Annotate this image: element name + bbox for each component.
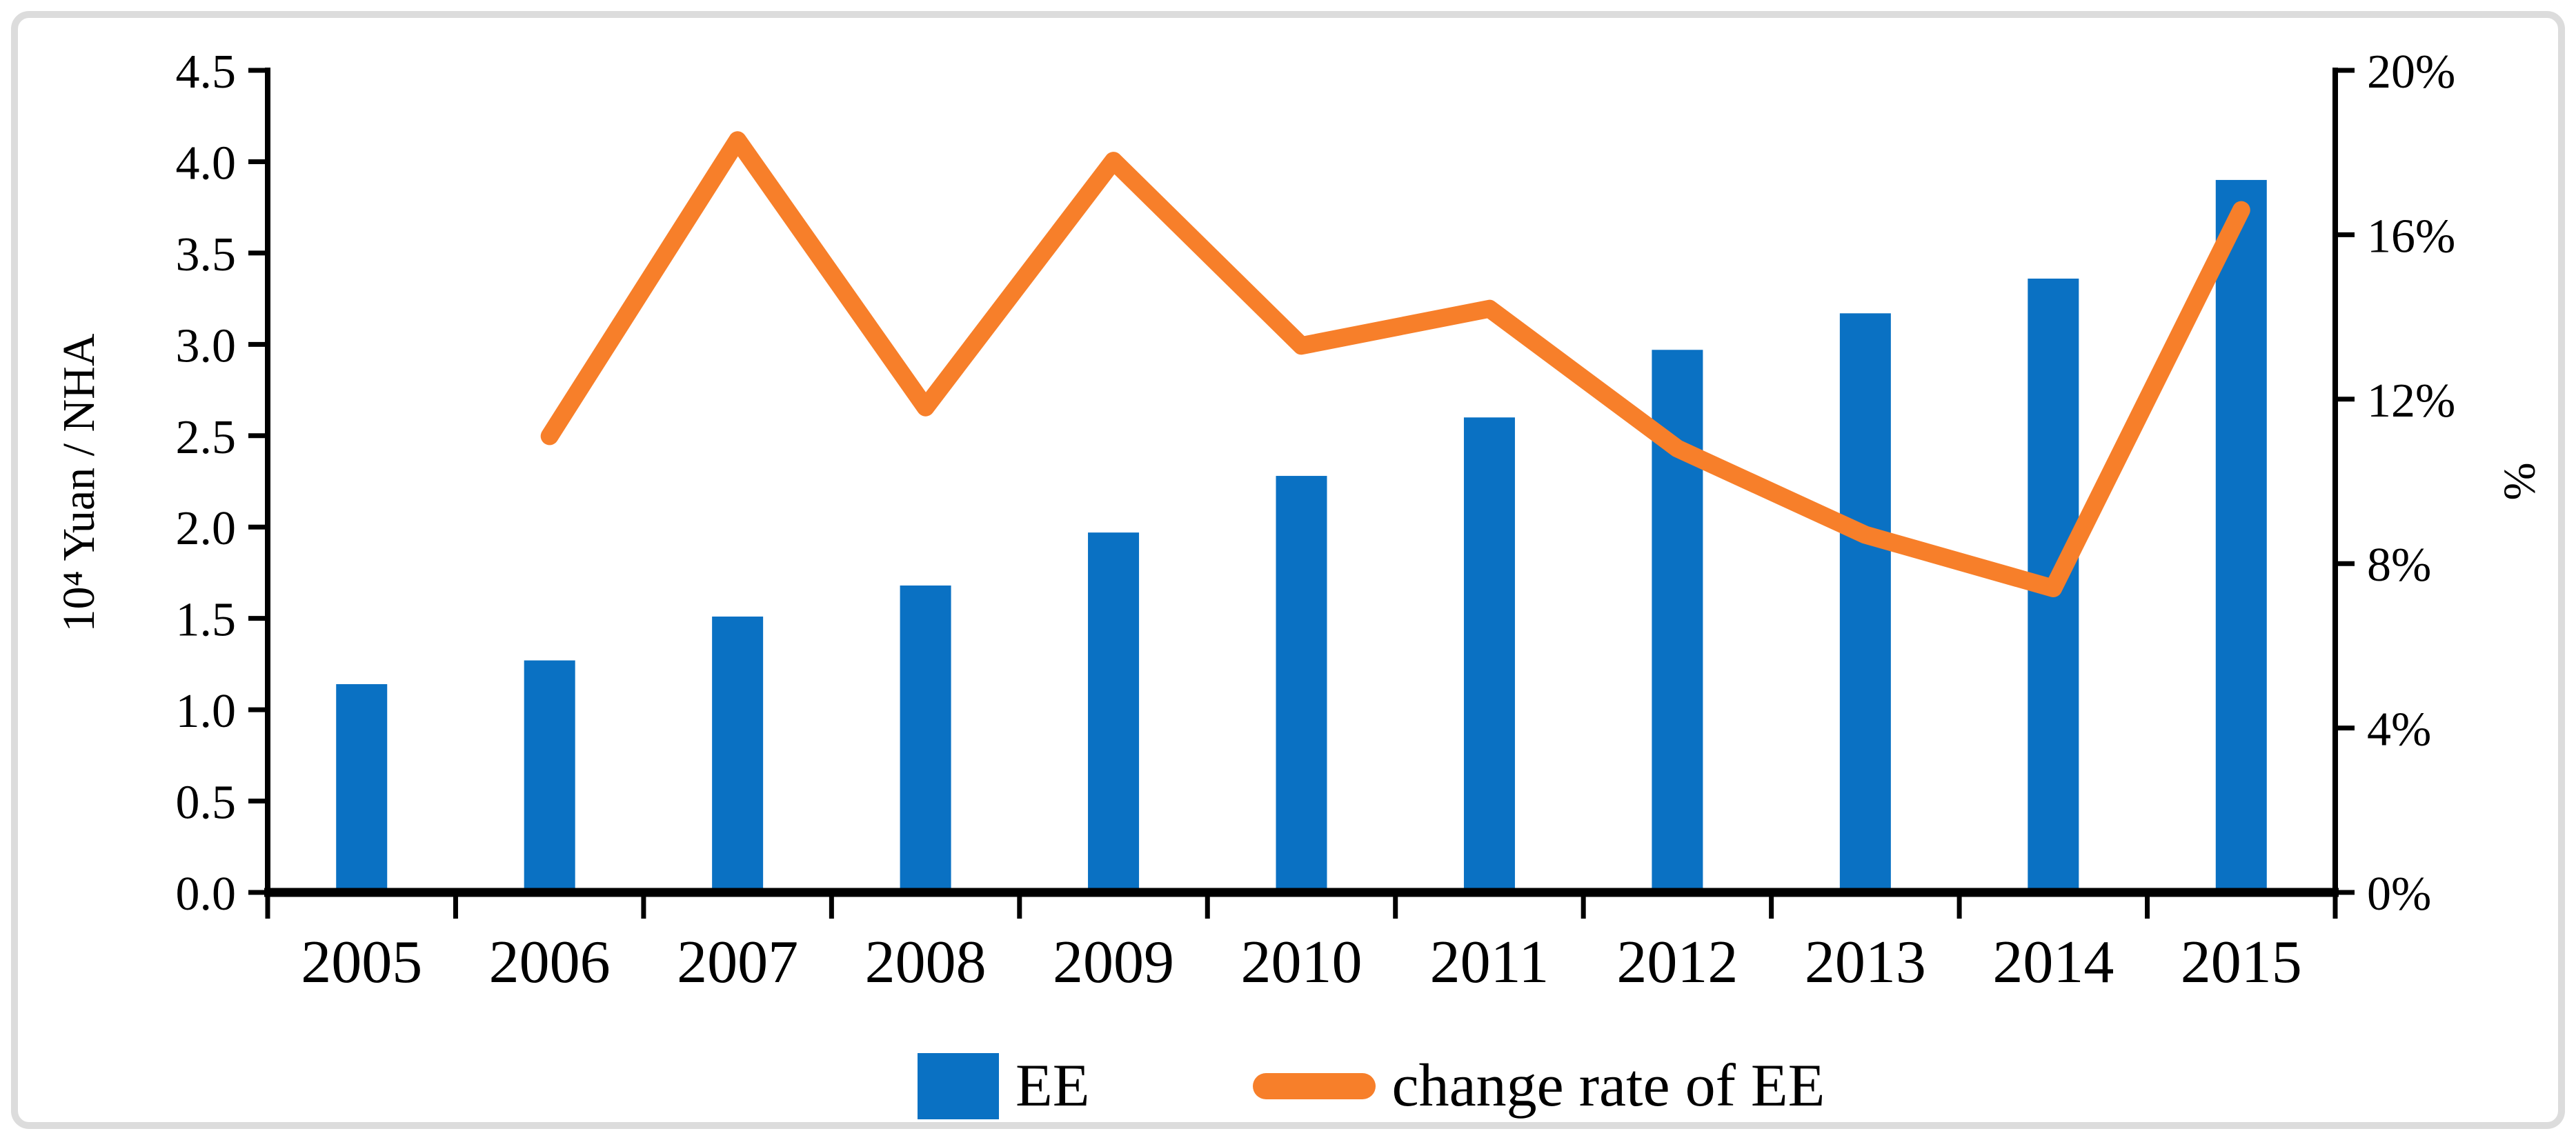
x-tick-label-2014: 2014 (1992, 929, 2114, 996)
legend: EE change rate of EE (918, 1045, 1825, 1128)
x-tick-label-2007: 2007 (677, 929, 798, 996)
right-tick-label-8%: 8% (2367, 539, 2431, 592)
right-tick-label-12%: 12% (2367, 374, 2455, 428)
left-tick-label-4.5: 4.5 (176, 46, 237, 99)
legend-line-swatch (1252, 1073, 1376, 1099)
left-tick-label-0.5: 0.5 (176, 777, 237, 830)
bar-2009 (1088, 532, 1140, 892)
left-tick-label-2.0: 2.0 (176, 502, 237, 555)
bar-2013 (1839, 313, 1891, 892)
bar-2005 (336, 684, 388, 892)
x-tick-label-2009: 2009 (1053, 929, 1174, 996)
left-tick-label-1.5: 1.5 (176, 594, 237, 647)
x-tick-label-2008: 2008 (865, 929, 987, 996)
right-tick-label-0%: 0% (2367, 868, 2431, 921)
legend-bar-label: EE (1015, 1052, 1090, 1119)
legend-line-label: change rate of EE (1391, 1052, 1825, 1119)
left-tick-label-3.0: 3.0 (176, 319, 237, 372)
x-tick-label-2012: 2012 (1616, 929, 1738, 996)
x-tick-label-2011: 2011 (1430, 929, 1549, 996)
left-tick-label-4.0: 4.0 (176, 137, 237, 190)
left-axis-title: 10⁴ Yuan / NHA (54, 333, 104, 632)
change-rate-line (540, 131, 2250, 597)
bar-2015 (2215, 179, 2267, 892)
x-tick-label-2013: 2013 (1805, 929, 1926, 996)
bar-2006 (524, 660, 575, 892)
right-tick-label-20%: 20% (2367, 46, 2455, 99)
left-tick-label-0.0: 0.0 (176, 868, 237, 921)
left-tick-label-3.5: 3.5 (176, 228, 237, 281)
bar-2007 (712, 617, 764, 892)
x-tick-label-2005: 2005 (301, 929, 422, 996)
x-tick-label-2010: 2010 (1241, 929, 1363, 996)
x-tick-label-2015: 2015 (2181, 929, 2302, 996)
left-tick-label-2.5: 2.5 (176, 411, 237, 464)
bar-2010 (1276, 476, 1327, 892)
right-tick-label-16%: 16% (2367, 210, 2455, 263)
left-tick-label-1.0: 1.0 (176, 685, 237, 738)
right-tick-label-4%: 4% (2367, 703, 2431, 757)
legend-bar-swatch (918, 1053, 999, 1119)
bar-2011 (1463, 417, 1515, 892)
bar-2008 (900, 585, 951, 892)
x-tick-label-2006: 2006 (489, 929, 611, 996)
right-axis-title: % (2495, 462, 2545, 501)
